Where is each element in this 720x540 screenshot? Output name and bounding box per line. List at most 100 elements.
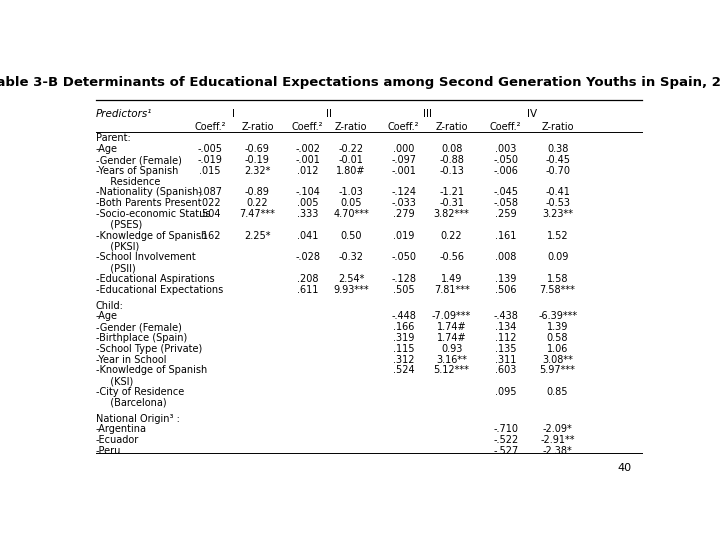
Text: 3.23**: 3.23** [542,209,573,219]
Text: .134: .134 [495,322,516,332]
Text: -.128: -.128 [391,274,416,284]
Text: .095: .095 [495,387,516,397]
Text: 1.39: 1.39 [547,322,568,332]
Text: .166: .166 [393,322,414,332]
Text: .112: .112 [495,333,516,343]
Text: -.522: -.522 [493,435,518,445]
Text: Table 3-B Determinants of Educational Expectations among Second Generation Youth: Table 3-B Determinants of Educational Ex… [0,77,720,90]
Text: 0.09: 0.09 [547,252,568,262]
Text: Child:: Child: [96,301,123,310]
Text: Parent:: Parent: [96,133,130,144]
Text: -Gender (Female): -Gender (Female) [96,155,181,165]
Text: -0.22: -0.22 [338,144,364,154]
Text: 1.49: 1.49 [441,274,462,284]
Text: -.019: -.019 [197,155,222,165]
Text: -Educational Expectations: -Educational Expectations [96,285,222,295]
Text: -1.21: -1.21 [439,187,464,198]
Text: 0.22: 0.22 [441,231,462,241]
Text: III: III [423,109,432,119]
Text: .008: .008 [495,252,516,262]
Text: 0.05: 0.05 [341,198,362,208]
Text: Coeff.²: Coeff.² [490,122,521,132]
Text: .019: .019 [393,231,414,241]
Text: (KSI): (KSI) [104,376,133,386]
Text: IV: IV [526,109,536,119]
Text: -.006: -.006 [493,166,518,176]
Text: .312: .312 [393,355,414,365]
Text: 40: 40 [617,463,631,473]
Text: 3.82***: 3.82*** [433,209,469,219]
Text: -School Type (Private): -School Type (Private) [96,344,202,354]
Text: -0.56: -0.56 [439,252,464,262]
Text: -0.19: -0.19 [245,155,270,165]
Text: -.002: -.002 [295,144,320,154]
Text: -.028: -.028 [295,252,320,262]
Text: Coeff.²: Coeff.² [292,122,323,132]
Text: -.124: -.124 [391,187,416,198]
Text: 0.58: 0.58 [547,333,568,343]
Text: -Educational Aspirations: -Educational Aspirations [96,274,215,284]
Text: -0.45: -0.45 [545,155,570,165]
Text: .003: .003 [495,144,516,154]
Text: II: II [326,109,333,119]
Text: -Years of Spanish: -Years of Spanish [96,166,178,176]
Text: Z-ratio: Z-ratio [241,122,274,132]
Text: -.527: -.527 [493,446,518,456]
Text: -2.91**: -2.91** [540,435,575,445]
Text: .611: .611 [297,285,318,295]
Text: (Barcelona): (Barcelona) [104,398,166,408]
Text: -Knowledge of Spanish: -Knowledge of Spanish [96,366,207,375]
Text: -.033: -.033 [391,198,416,208]
Text: -.050: -.050 [493,155,518,165]
Text: -0.31: -0.31 [439,198,464,208]
Text: .139: .139 [495,274,516,284]
Text: 2.54*: 2.54* [338,274,364,284]
Text: -.050: -.050 [391,252,416,262]
Text: Z-ratio: Z-ratio [335,122,367,132]
Text: Coeff.²: Coeff.² [194,122,226,132]
Text: .311: .311 [495,355,516,365]
Text: -7.09***: -7.09*** [432,312,471,321]
Text: .505: .505 [393,285,415,295]
Text: -0.89: -0.89 [245,187,270,198]
Text: -.097: -.097 [391,155,416,165]
Text: 0.50: 0.50 [341,231,362,241]
Text: -0.13: -0.13 [439,166,464,176]
Text: 2.25*: 2.25* [244,231,271,241]
Text: .041: .041 [297,231,318,241]
Text: -Age: -Age [96,144,117,154]
Text: -.058: -.058 [493,198,518,208]
Text: -City of Residence: -City of Residence [96,387,184,397]
Text: -.001: -.001 [295,155,320,165]
Text: 0.08: 0.08 [441,144,462,154]
Text: 1.58: 1.58 [547,274,568,284]
Text: .504: .504 [199,209,221,219]
Text: -Ecuador: -Ecuador [96,435,139,445]
Text: -2.09*: -2.09* [543,424,572,435]
Text: 9.93***: 9.93*** [333,285,369,295]
Text: 5.97***: 5.97*** [540,366,575,375]
Text: -.045: -.045 [493,187,518,198]
Text: 1.74#: 1.74# [437,333,467,343]
Text: 1.74#: 1.74# [437,322,467,332]
Text: 0.93: 0.93 [441,344,462,354]
Text: -Argentina: -Argentina [96,424,147,435]
Text: .005: .005 [297,198,318,208]
Text: Z-ratio: Z-ratio [436,122,468,132]
Text: 2.32*: 2.32* [244,166,271,176]
Text: .259: .259 [495,209,516,219]
Text: -0.01: -0.01 [338,155,364,165]
Text: Predictors¹: Predictors¹ [96,109,152,119]
Text: Residence: Residence [104,177,161,187]
Text: (PSII): (PSII) [104,263,135,273]
Text: .333: .333 [297,209,318,219]
Text: -.438: -.438 [493,312,518,321]
Text: 1.80#: 1.80# [336,166,366,176]
Text: -Age: -Age [96,312,117,321]
Text: .162: .162 [199,231,221,241]
Text: 1.06: 1.06 [547,344,568,354]
Text: -0.88: -0.88 [439,155,464,165]
Text: -.710: -.710 [493,424,518,435]
Text: -Nationality (Spanish): -Nationality (Spanish) [96,187,202,198]
Text: -School Involvement: -School Involvement [96,252,195,262]
